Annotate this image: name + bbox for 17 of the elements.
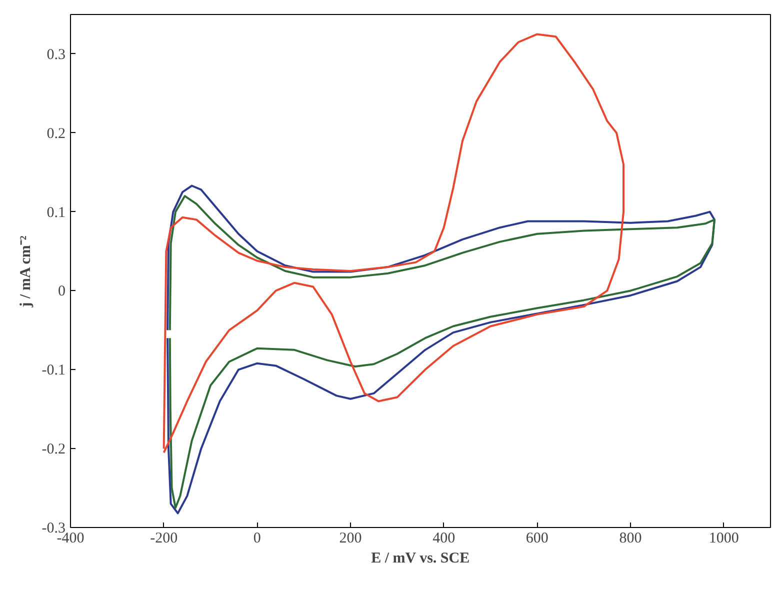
y-tick-label: 0 <box>58 284 66 300</box>
y-tick-label: 0.2 <box>46 126 66 142</box>
x-tick-label: 400 <box>432 530 456 546</box>
y-axis-title: j / mA cm⁻² <box>18 235 34 308</box>
x-tick-label: 0 <box>253 530 261 546</box>
y-tick-label: 0.3 <box>46 46 66 63</box>
y-tick-label: -0.2 <box>42 442 66 458</box>
y-tick-label: 0.1 <box>46 204 66 221</box>
y-tick-label: -0.1 <box>42 362 66 379</box>
x-tick-label: 1000 <box>708 530 739 546</box>
x-tick-label: -200 <box>150 530 178 546</box>
x-tick-label: 600 <box>526 530 548 546</box>
line-series <box>162 33 624 454</box>
y-tick-label: -0.3 <box>42 520 66 536</box>
x-axis-title: E / mV vs. SCE <box>371 550 470 566</box>
x-tick-label: 200 <box>339 530 362 546</box>
x-tick-label: 800 <box>619 530 642 546</box>
